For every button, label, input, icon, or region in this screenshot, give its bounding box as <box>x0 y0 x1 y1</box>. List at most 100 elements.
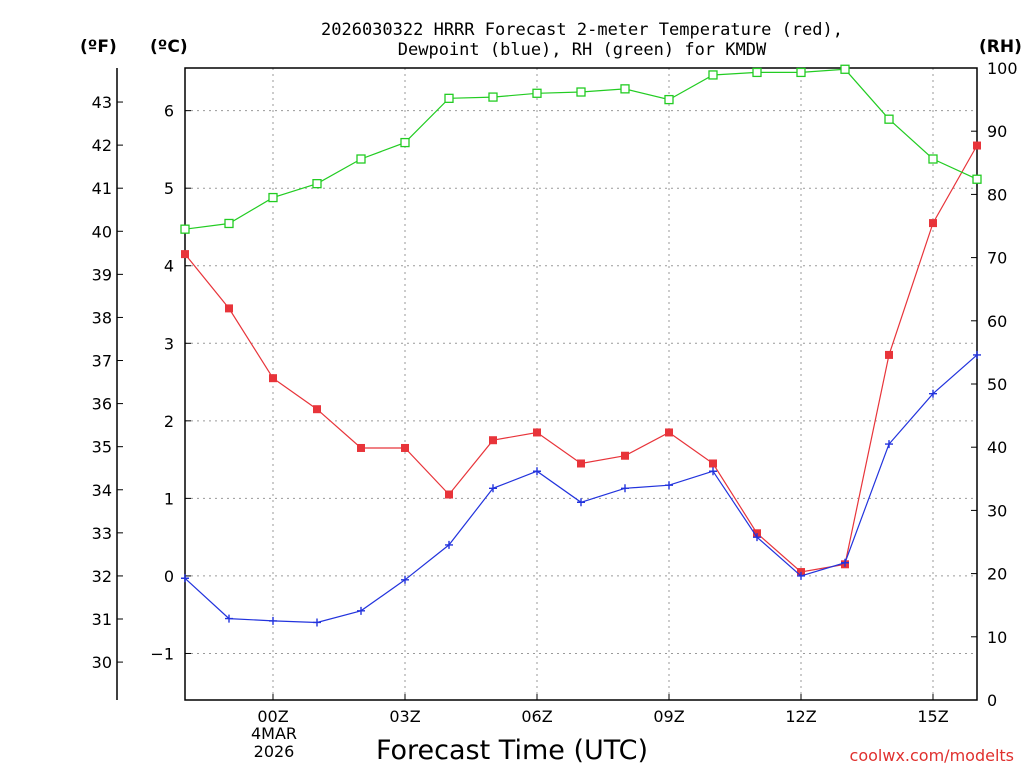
rh-point <box>664 94 674 105</box>
rh-point <box>224 218 234 229</box>
f-tick-label: 39 <box>92 265 112 284</box>
rh-point <box>268 192 278 203</box>
grid-lines <box>185 68 977 700</box>
f-tick-label: 34 <box>92 481 112 500</box>
celsius-axis: −1 0 1 2 3 4 5 6 <box>150 102 191 663</box>
c-tick-label: 0 <box>164 567 174 586</box>
time-axis: 00Z 03Z 06Z 09Z 12Z 15Z <box>257 694 949 726</box>
temperature-point <box>181 250 189 259</box>
rh-point <box>840 64 850 74</box>
dewpoint-point <box>445 540 453 549</box>
fahrenheit-axis: 30 31 32 33 34 35 36 37 38 39 40 41 42 43 <box>92 93 123 672</box>
dewpoint-point <box>225 614 233 623</box>
rh-tick-label: 90 <box>987 122 1007 141</box>
c-tick-label: 2 <box>164 412 174 431</box>
dewpoint-point <box>269 616 277 625</box>
f-tick-label: 31 <box>92 610 112 629</box>
rh-point <box>620 84 630 94</box>
c-tick-label: 6 <box>164 102 174 121</box>
rh-tick-label: 50 <box>987 375 1007 394</box>
rh-point <box>400 137 410 148</box>
temperature-point <box>489 436 497 445</box>
temperature-point <box>445 490 453 499</box>
celsius-unit-label: (ºC) <box>150 37 188 57</box>
dewpoint-point <box>709 467 717 476</box>
x-tick-label-03Z: 03Z <box>389 707 420 726</box>
f-tick-label: 38 <box>92 308 112 327</box>
x-axis-label: Forecast Time (UTC) <box>376 735 648 766</box>
temperature-point <box>533 428 541 437</box>
temperature-point <box>357 443 365 452</box>
temperature-point <box>709 459 717 468</box>
rh-point <box>180 224 190 234</box>
c-tick-label: 4 <box>164 257 174 276</box>
dewpoint-point <box>885 440 893 449</box>
x-tick-label-12Z: 12Z <box>785 707 816 726</box>
temperature-point <box>225 304 233 313</box>
rh-point <box>928 154 938 164</box>
rh-point <box>444 93 454 103</box>
dewpoint-point <box>357 606 365 615</box>
dewpoint-point <box>929 389 937 398</box>
temperature-point <box>929 219 937 228</box>
rh-point <box>972 174 982 184</box>
title-line-1: 2026030322 HRRR Forecast 2-meter Tempera… <box>321 20 843 40</box>
rh-tick-label: 100 <box>987 59 1018 78</box>
dewpoint-point <box>313 618 321 627</box>
data-series <box>180 64 982 627</box>
dewpoint-point <box>533 467 541 476</box>
date-label-year: 2026 <box>254 742 295 761</box>
rh-tick-label: 60 <box>987 312 1007 331</box>
temperature-point <box>665 428 673 437</box>
rh-point <box>356 154 366 164</box>
f-tick-label: 43 <box>92 93 112 112</box>
f-tick-label: 33 <box>92 524 112 543</box>
rh-tick-label: 10 <box>987 628 1007 647</box>
date-label-day: 4MAR <box>251 724 297 743</box>
f-tick-label: 41 <box>92 179 112 198</box>
rh-point <box>884 114 894 124</box>
temperature-point <box>973 141 981 150</box>
x-tick-label-09Z: 09Z <box>653 707 684 726</box>
temperature-point <box>885 350 893 359</box>
dewpoint-point <box>753 533 761 542</box>
temperature-line <box>184 145 978 573</box>
f-tick-label: 36 <box>92 395 112 414</box>
temperature-point <box>313 405 321 414</box>
dewpoint-point <box>797 571 805 580</box>
rh-point <box>312 179 322 189</box>
rh-tick-label: 70 <box>987 249 1007 268</box>
f-tick-label: 35 <box>92 438 112 457</box>
dewpoint-point <box>973 350 981 359</box>
rh-point <box>796 67 806 78</box>
rh-point <box>752 67 762 78</box>
chart-title: 2026030322 HRRR Forecast 2-meter Tempera… <box>321 20 843 60</box>
c-tick-label: 3 <box>164 334 174 353</box>
f-tick-label: 37 <box>92 352 112 371</box>
f-tick-label: 30 <box>92 653 112 672</box>
c-tick-label: 5 <box>164 179 174 198</box>
dewpoint-point <box>489 484 497 493</box>
dewpoint-point <box>841 558 849 567</box>
rh-point <box>488 92 498 102</box>
credit-link[interactable]: coolwx.com/modelts <box>850 746 1014 765</box>
dewpoint-line <box>184 354 978 624</box>
f-tick-label: 42 <box>92 136 112 155</box>
c-tick-label: 1 <box>164 489 174 508</box>
c-tick-label: −1 <box>150 644 174 663</box>
temperature-point <box>401 443 409 452</box>
rh-tick-label: 40 <box>987 438 1007 457</box>
rh-tick-label: 80 <box>987 185 1007 204</box>
f-tick-label: 40 <box>92 222 112 241</box>
rh-point <box>576 87 586 97</box>
dewpoint-point <box>621 484 629 493</box>
title-line-2: Dewpoint (blue), RH (green) for KMDW <box>398 40 767 60</box>
rh-point <box>708 70 718 80</box>
x-tick-label-00Z: 00Z <box>257 707 288 726</box>
dewpoint-point <box>665 481 673 490</box>
rh-unit-label: (RH) <box>979 37 1022 57</box>
dewpoint-point <box>181 574 189 583</box>
x-tick-label-06Z: 06Z <box>521 707 552 726</box>
rh-axis: 0 10 20 30 40 50 60 70 80 90 100 <box>971 59 1018 710</box>
